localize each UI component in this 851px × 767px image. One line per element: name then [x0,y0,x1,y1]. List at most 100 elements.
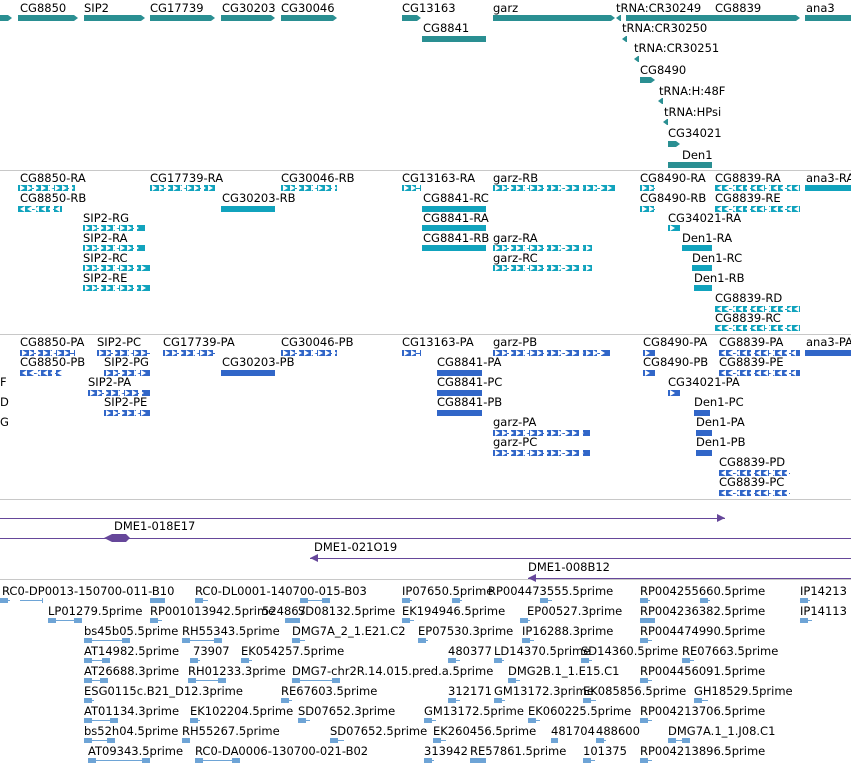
protein-glyph-strand[interactable] [495,430,500,436]
protein-glyph-strand[interactable] [579,350,584,356]
protein-label[interactable]: D [0,395,9,409]
transcript-glyph[interactable] [529,265,543,271]
transcript-glyph-strand[interactable] [516,245,521,251]
est-glyph[interactable] [682,658,690,663]
protein-glyph-strand[interactable] [728,490,733,496]
est-label[interactable]: 524867 [262,604,306,618]
protein-glyph-strand[interactable] [523,450,528,456]
est-label[interactable]: 101375 [583,744,627,758]
protein-glyph[interactable] [755,470,769,476]
est-glyph[interactable] [800,598,808,603]
protein-glyph-strand[interactable] [791,350,796,356]
gene-glyph[interactable] [640,77,651,83]
est-label[interactable]: RH55267.5prime [182,724,280,738]
transcript-glyph-strand[interactable] [724,206,729,212]
transcript-glyph-strand[interactable] [544,245,549,251]
transcript-glyph[interactable] [221,206,275,212]
est-label[interactable]: IP07650.5prime [402,584,494,598]
transcript-glyph-strand[interactable] [572,245,577,251]
protein-label[interactable]: Den1-PB [696,435,746,449]
transcript-glyph-strand[interactable] [579,265,584,271]
gene-label[interactable]: ana3 [806,1,835,15]
protein-glyph-strand[interactable] [22,370,27,376]
protein-glyph[interactable] [529,430,543,436]
transcript-glyph-strand[interactable] [120,225,125,231]
est-glyph[interactable] [142,758,150,763]
transcript-glyph-strand[interactable] [717,306,722,312]
transcript-glyph[interactable] [529,245,543,251]
transcript-glyph-strand[interactable] [318,185,323,191]
est-glyph[interactable] [110,718,118,723]
protein-glyph-strand[interactable] [325,350,330,356]
est-label[interactable]: RH01233.3prime [188,664,286,678]
protein-label[interactable]: CG8490-PB [643,355,709,369]
protein-glyph[interactable] [805,350,851,356]
transcript-glyph-strand[interactable] [766,325,771,331]
est-label[interactable]: DMG7A.1_1.J08.C1 [668,724,776,738]
est-glyph[interactable] [581,658,589,663]
transcript-glyph-strand[interactable] [780,306,785,312]
transcript-glyph-strand[interactable] [48,185,53,191]
gene-glyph[interactable] [422,36,486,42]
protein-label[interactable]: CG8841-PA [437,355,502,369]
protein-glyph[interactable] [133,350,147,356]
est-label[interactable]: RP004473555.5prime [488,584,614,598]
gene-glyph[interactable] [668,162,712,168]
est-label[interactable]: EK194946.5prime [402,604,506,618]
protein-glyph-strand[interactable] [97,390,102,396]
transcript-glyph[interactable] [787,185,800,191]
protein-glyph-strand[interactable] [57,370,62,376]
transcript-glyph-strand[interactable] [509,245,514,251]
transcript-glyph-strand[interactable] [787,185,792,191]
est-label[interactable]: RP004456091.5prime [640,664,766,678]
protein-glyph-strand[interactable] [132,390,137,396]
est-glyph[interactable] [84,738,92,743]
est-label[interactable]: 480377 [448,644,492,658]
protein-glyph-strand[interactable] [735,490,740,496]
transcript-glyph-strand[interactable] [759,185,764,191]
transcript-glyph[interactable] [422,225,486,231]
transcript-label[interactable]: SIP2-RA [83,231,128,245]
gene-glyph[interactable] [221,15,271,21]
est-glyph[interactable] [195,758,203,763]
transcript-glyph-strand[interactable] [99,245,104,251]
transcript-label[interactable]: garz-RA [493,231,538,245]
transcript-glyph-strand[interactable] [579,185,584,191]
transcript-glyph-strand[interactable] [787,325,792,331]
protein-glyph[interactable] [601,350,610,356]
est-glyph[interactable] [520,618,528,623]
est-glyph[interactable] [122,638,130,643]
est-label[interactable]: RE07663.5prime [682,644,779,658]
transcript-glyph-strand[interactable] [565,265,570,271]
protein-glyph-strand[interactable] [502,430,507,436]
protein-glyph-strand[interactable] [742,470,747,476]
est-label[interactable]: LD14370.5prime [494,644,591,658]
est-glyph[interactable] [640,718,648,723]
est-glyph[interactable] [84,718,92,723]
gene-glyph[interactable] [0,15,8,21]
transcript-label[interactable]: CG8850-RB [20,191,87,205]
est-label[interactable]: EK060225.5prime [528,704,632,718]
protein-label[interactable]: CG8850-PA [20,335,85,349]
protein-label[interactable]: Den1-PC [694,395,744,409]
transcript-glyph-strand[interactable] [187,185,192,191]
gene-label[interactable]: SIP2 [84,1,109,15]
transcript-glyph-strand[interactable] [530,265,535,271]
est-glyph[interactable] [292,638,300,643]
est-glyph[interactable] [42,598,43,603]
protein-glyph-strand[interactable] [579,430,584,436]
gene-glyph[interactable] [150,15,211,21]
transcript-glyph-strand[interactable] [551,265,556,271]
protein-glyph-strand[interactable] [509,450,514,456]
protein-glyph[interactable] [199,350,213,356]
protein-glyph-strand[interactable] [770,350,775,356]
transcript-glyph-strand[interactable] [551,185,556,191]
protein-glyph-strand[interactable] [304,350,309,356]
protein-glyph-strand[interactable] [579,450,584,456]
gene-glyph[interactable] [141,15,145,21]
protein-glyph-strand[interactable] [141,350,146,356]
gene-glyph[interactable] [281,15,333,21]
protein-glyph-strand[interactable] [537,430,542,436]
transcript-glyph-strand[interactable] [731,306,736,312]
est-glyph[interactable] [107,738,115,743]
